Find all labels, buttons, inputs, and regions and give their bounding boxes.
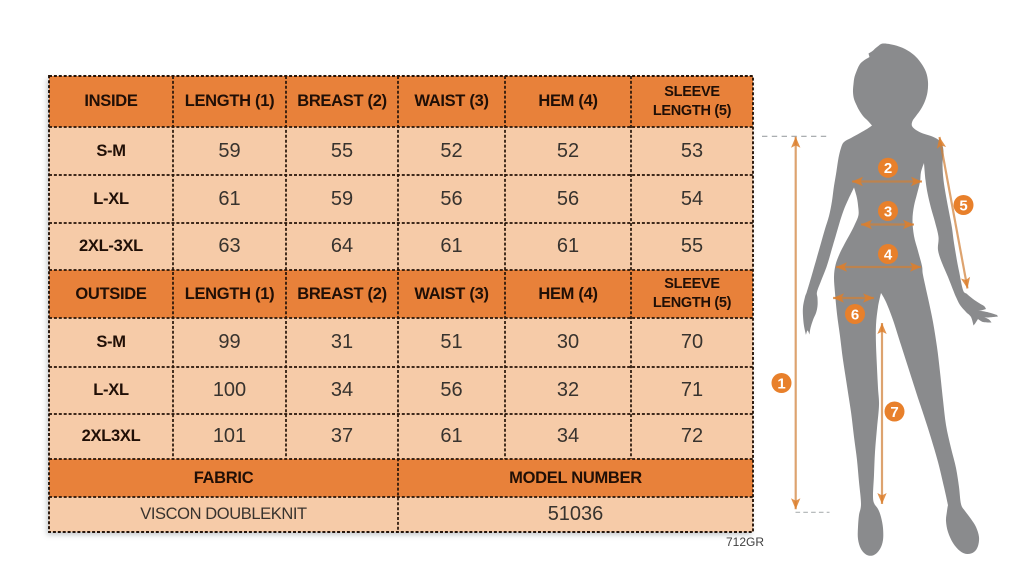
svg-text:4: 4: [884, 246, 893, 263]
svg-text:6: 6: [851, 306, 859, 323]
svg-text:7: 7: [890, 404, 898, 421]
svg-text:2: 2: [884, 160, 892, 177]
svg-text:3: 3: [884, 203, 892, 220]
svg-text:1: 1: [777, 375, 785, 392]
svg-text:5: 5: [959, 197, 967, 214]
